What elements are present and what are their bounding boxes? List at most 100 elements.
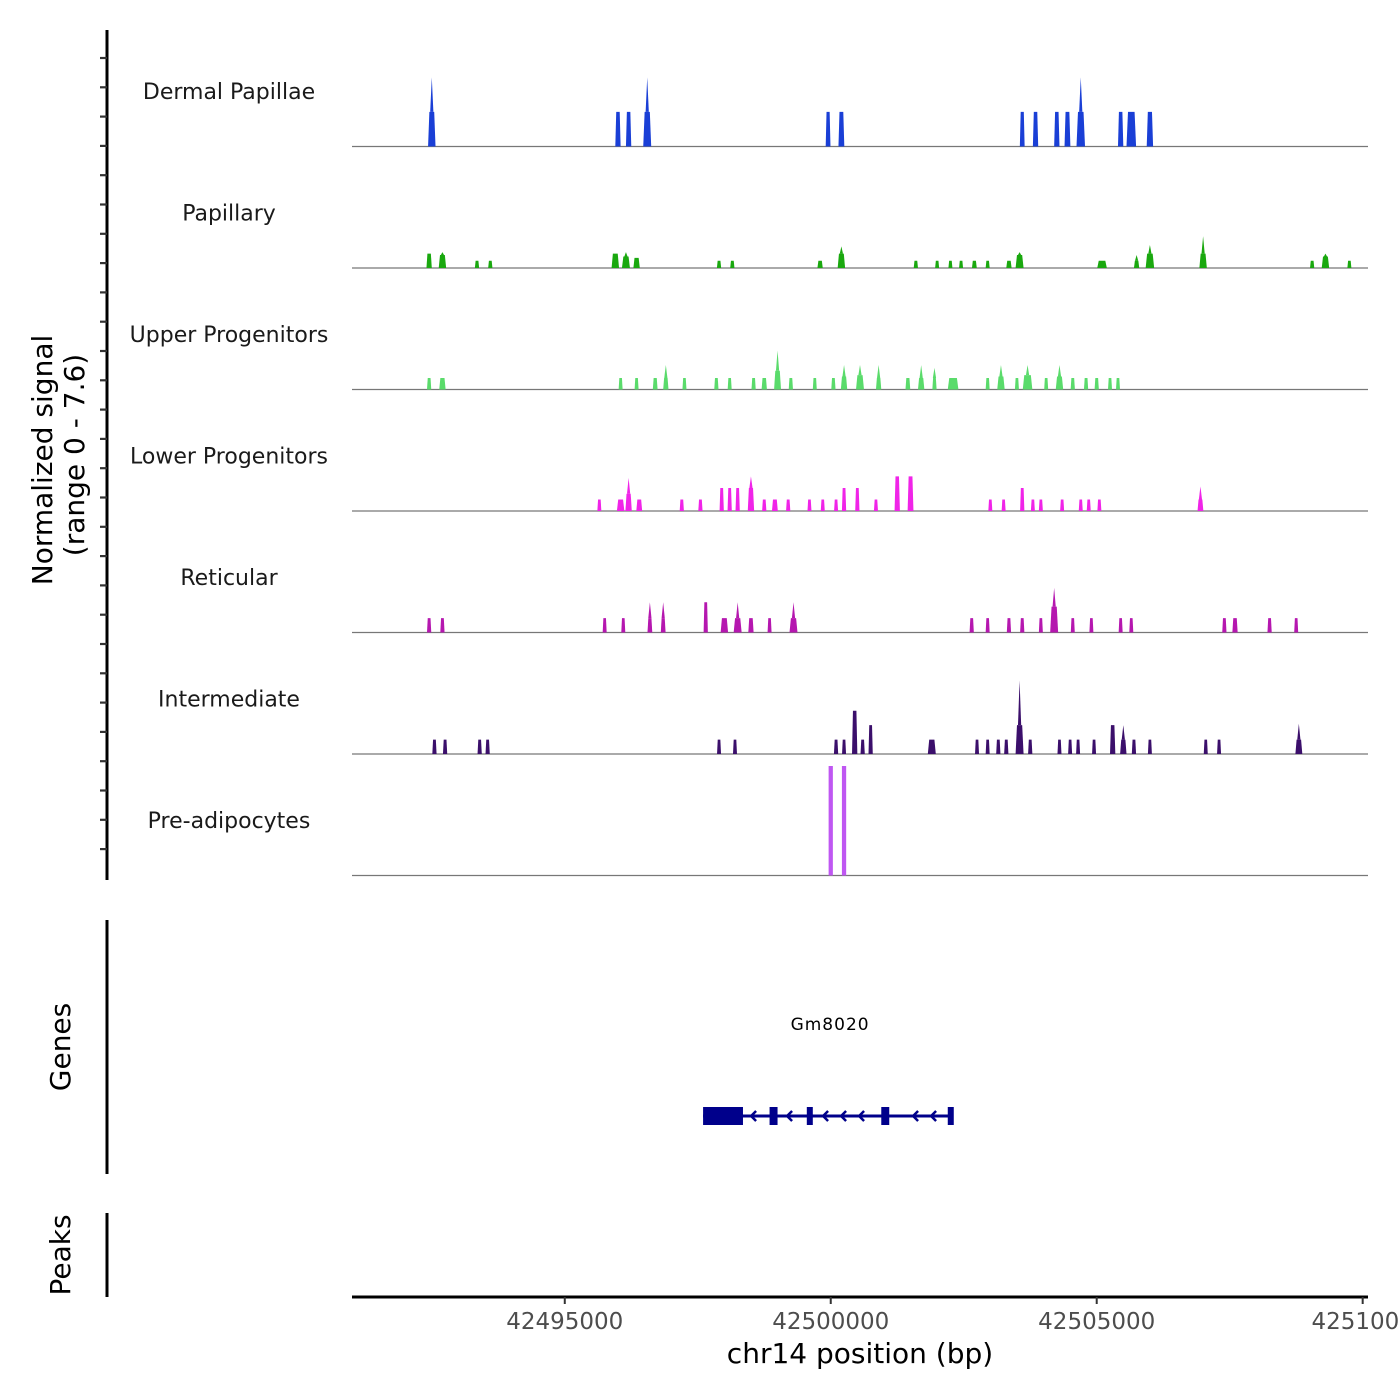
signal-peak [1086,499,1091,511]
gene-name-label: Gm8020 [791,1015,870,1035]
signal-peak [438,255,447,268]
signal-spike [919,365,923,378]
signal-peak [985,377,990,390]
coverage-tracks: Dermal Papillae Papillary Upper Progenitor… [130,77,1368,877]
signal-spike [661,602,665,619]
track-label: Dermal Papillae [143,80,315,105]
signal-peak [682,377,687,390]
signal-peak [716,260,722,268]
signal-peak [1097,260,1107,268]
signal-peak [719,487,724,511]
signal-peak [985,739,990,754]
signal-peak [625,493,632,511]
signal-peak [703,602,708,633]
signal-peak [840,376,848,390]
signal-peak [1064,111,1071,147]
signal-peak [1070,377,1075,390]
signal-peak [786,499,791,511]
signal-peak [1133,260,1140,268]
signal-spike [749,476,753,488]
signal-peak [633,257,640,268]
signal-peak [1015,255,1024,268]
signal-peak [732,739,737,754]
signal-peak [842,739,847,754]
signal-peak [1054,111,1060,147]
signal-peak [442,739,448,754]
gene-exon [769,1107,778,1125]
signal-peak [1115,377,1120,390]
signal-spike [858,365,862,376]
track-upper-progenitors: Upper Progenitors [130,323,1368,391]
strand-arrow-icon [857,1110,865,1122]
signal-peak [427,377,432,390]
signal-peak [1110,725,1116,754]
signal-spike [648,602,652,619]
signal-y-axis [100,30,109,880]
signal-peak [1147,739,1152,754]
signal-spike [1017,680,1022,726]
signal-peak [698,499,703,511]
signal-peak [616,499,625,511]
signal-spike [932,367,937,378]
track-label: Pre-adipocytes [148,809,311,834]
signal-peak [812,377,817,390]
signal-peak [932,377,937,390]
signal-peak [735,487,740,511]
gene-exon [881,1107,890,1125]
signal-peak [1055,376,1064,390]
signal-peak [1044,377,1049,390]
signal-peak [660,618,666,633]
signal-peak [985,618,990,633]
signal-peak [855,487,860,511]
strand-arrow-icon [785,1110,793,1122]
gene-exon [806,1107,813,1125]
track-label: Reticular [180,566,278,591]
signal-axis-ticks [100,56,107,851]
signal-peak [975,739,980,754]
signal-peak [1015,725,1024,754]
peaks-track-label: Peaks [44,1214,77,1295]
signal-peak [720,618,729,633]
signal-peak [1118,618,1123,633]
signal-peak [1294,618,1299,633]
signal-peak [717,739,722,754]
signal-peak [625,111,632,147]
signal-peak [985,260,990,268]
signal-peak [833,739,839,754]
signal-peak [727,487,732,511]
signal-peak [1199,253,1207,268]
signal-spike [1148,244,1152,254]
gene-exon [947,1107,954,1125]
signal-peak [733,618,742,633]
signal-spike [645,77,649,112]
signal-peak [1222,618,1227,633]
signal-peak [1078,499,1083,511]
signal-spike [1052,587,1056,607]
gene-gm8020[interactable]: Gm8020 [703,1015,954,1125]
signal-peak [1097,499,1102,511]
signal-peak [439,377,446,390]
signal-peak [714,377,719,390]
signal-spike [1025,365,1030,376]
signal-peak [820,499,825,511]
signal-peak [1030,499,1035,511]
signal-spike [791,602,796,619]
signal-peak [1203,739,1208,754]
signal-peak [1146,111,1154,147]
signal-peak [996,739,1001,754]
signal-spike [736,602,740,619]
track-lower-progenitors: Lower Progenitors [130,445,1368,512]
signal-peak [679,499,684,511]
signal-spike [1017,252,1022,256]
signal-peak [1076,739,1081,754]
signal-peak [1197,499,1204,511]
signal-peak [647,618,653,633]
signal-peak [663,377,669,390]
gene-exon [703,1107,743,1125]
signal-spike [877,365,881,378]
x-tick-label: 4251000 [1311,1309,1400,1335]
signal-spike [627,477,631,494]
signal-spike [430,77,434,112]
signal-peak [597,499,602,511]
signal-peak [477,739,482,754]
